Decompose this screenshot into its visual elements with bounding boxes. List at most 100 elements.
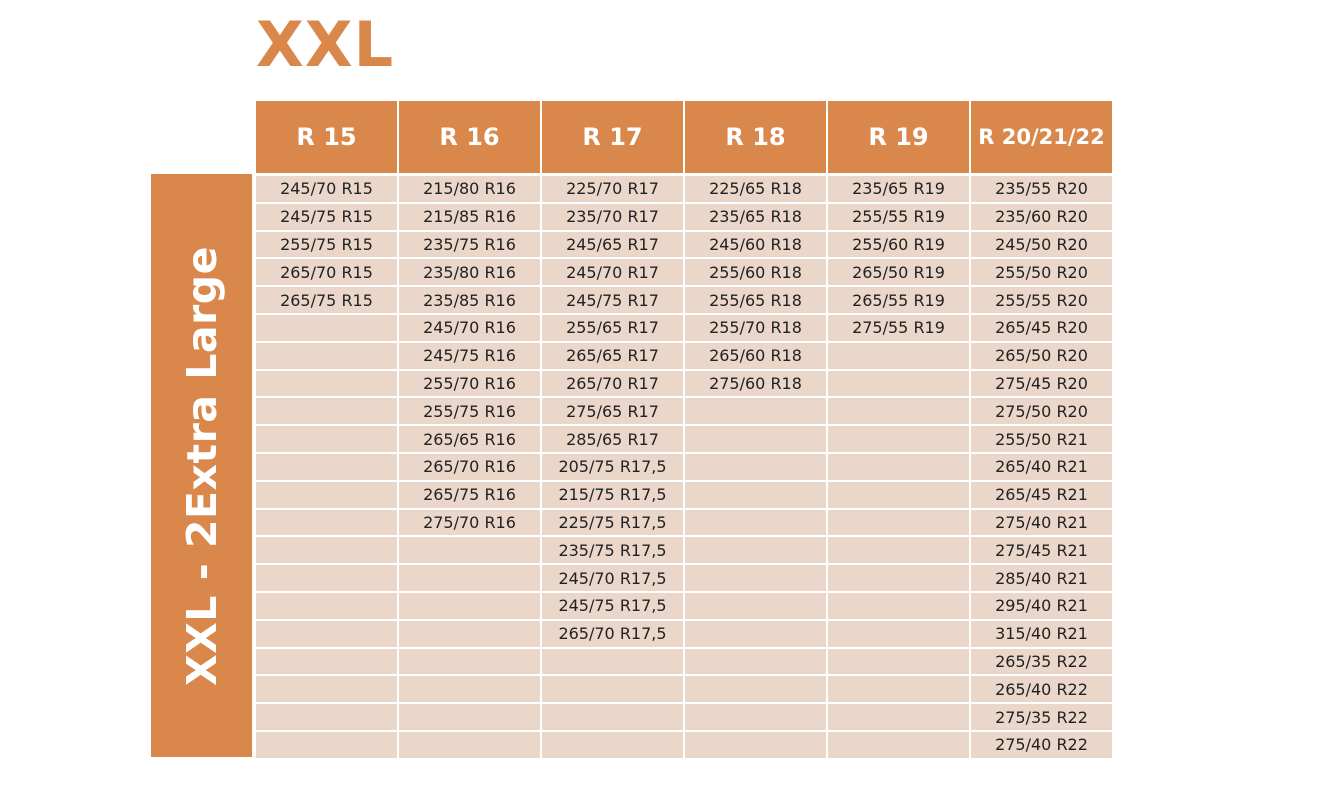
table-row: 245/70 R15 215/80 R16 225/70 R17 225/65 R18… xyxy=(254,173,1114,204)
table-cell xyxy=(254,646,399,677)
table-cell xyxy=(254,340,399,371)
table-cell: 255/60 R19 xyxy=(826,229,971,260)
table-cell: 245/75 R16 xyxy=(397,340,542,371)
table-cell: 265/50 R20 xyxy=(969,340,1114,371)
table-cell: 235/60 R20 xyxy=(969,201,1114,232)
table-cell: 235/75 R16 xyxy=(397,229,542,260)
table-cell: 265/70 R15 xyxy=(254,257,399,288)
table-cell: 265/45 R20 xyxy=(969,312,1114,343)
side-band: XXL - 2Extra Large xyxy=(151,174,252,757)
table-cell: 235/70 R17 xyxy=(540,201,685,232)
table-cell xyxy=(683,674,828,705)
header-r17: R 17 xyxy=(540,101,685,176)
table-cell: 205/75 R17,5 xyxy=(540,451,685,482)
table-cell: 265/35 R22 xyxy=(969,646,1114,677)
table-cell: 265/65 R16 xyxy=(397,424,542,454)
table-cell: 255/50 R20 xyxy=(969,257,1114,288)
table-cell: 295/40 R21 xyxy=(969,590,1114,621)
table-cell: 265/65 R17 xyxy=(540,340,685,371)
table-cell: 235/65 R19 xyxy=(826,173,971,204)
table-cell: 275/55 R19 xyxy=(826,312,971,343)
table-cell xyxy=(826,590,971,621)
table-row: 255/75 R16 275/65 R17 275/50 R20 xyxy=(254,396,1114,427)
table-cell xyxy=(826,396,971,427)
table-cell: 225/70 R17 xyxy=(540,173,685,204)
table-row: 245/75 R17,5 295/40 R21 xyxy=(254,590,1114,621)
table-row: 255/75 R15 235/75 R16 245/65 R17 245/60 R18… xyxy=(254,229,1114,260)
table-cell xyxy=(540,729,685,760)
table-cell xyxy=(683,702,828,732)
table-row: 245/70 R17,5 285/40 R21 xyxy=(254,563,1114,593)
table-cell: 255/55 R19 xyxy=(826,201,971,232)
table-cell xyxy=(254,618,399,649)
side-label: XXL - 2Extra Large xyxy=(177,245,226,686)
table-cell: 285/40 R21 xyxy=(969,563,1114,593)
table-cell xyxy=(683,535,828,566)
table-cell: 245/60 R18 xyxy=(683,229,828,260)
table-row: 265/75 R16 215/75 R17,5 265/45 R21 xyxy=(254,479,1114,510)
table-cell: 235/85 R16 xyxy=(397,285,542,315)
table-cell: 255/75 R16 xyxy=(397,396,542,427)
table-cell: 215/80 R16 xyxy=(397,173,542,204)
table-cell xyxy=(254,563,399,593)
table-cell: 255/65 R18 xyxy=(683,285,828,315)
table-cell xyxy=(826,702,971,732)
table-body: 245/70 R15 215/80 R16 225/70 R17 225/65 R18… xyxy=(254,173,1114,760)
table-cell: 275/40 R22 xyxy=(969,729,1114,760)
table-cell: 255/60 R18 xyxy=(683,257,828,288)
table-cell xyxy=(826,646,971,677)
table-cell xyxy=(254,396,399,427)
table-cell: 285/65 R17 xyxy=(540,424,685,454)
table-cell: 255/70 R18 xyxy=(683,312,828,343)
table-row: 235/75 R17,5 275/45 R21 xyxy=(254,535,1114,566)
table-cell xyxy=(254,702,399,732)
table-cell xyxy=(683,563,828,593)
table-cell: 265/70 R17 xyxy=(540,368,685,399)
table-cell xyxy=(397,535,542,566)
table-cell: 275/65 R17 xyxy=(540,396,685,427)
table-cell: 275/45 R20 xyxy=(969,368,1114,399)
table-cell xyxy=(254,674,399,705)
table-cell xyxy=(683,507,828,538)
table-row: 245/70 R16 255/65 R17 255/70 R18 275/55 R19… xyxy=(254,312,1114,343)
table-cell: 215/75 R17,5 xyxy=(540,479,685,510)
header-r18: R 18 xyxy=(683,101,828,176)
header-r15: R 15 xyxy=(254,101,399,176)
table-cell xyxy=(254,729,399,760)
table-cell xyxy=(540,702,685,732)
table-cell xyxy=(397,702,542,732)
table-row: 265/35 R22 xyxy=(254,646,1114,677)
table-cell xyxy=(683,396,828,427)
table-row: 275/35 R22 xyxy=(254,702,1114,732)
table-cell xyxy=(397,618,542,649)
table-cell: 245/50 R20 xyxy=(969,229,1114,260)
table-cell xyxy=(540,646,685,677)
table-row: 265/70 R17,5 315/40 R21 xyxy=(254,618,1114,649)
table-cell: 265/75 R16 xyxy=(397,479,542,510)
table-cell xyxy=(826,507,971,538)
table-cell: 245/70 R15 xyxy=(254,173,399,204)
table-cell: 245/75 R17 xyxy=(540,285,685,315)
table-cell: 225/75 R17,5 xyxy=(540,507,685,538)
table-cell: 245/70 R17 xyxy=(540,257,685,288)
table-cell xyxy=(826,340,971,371)
table-cell xyxy=(683,618,828,649)
table-cell: 265/60 R18 xyxy=(683,340,828,371)
table-cell: 275/35 R22 xyxy=(969,702,1114,732)
table-row: 245/75 R16 265/65 R17 265/60 R18 265/50 R20 xyxy=(254,340,1114,371)
table-cell xyxy=(826,563,971,593)
table-cell: 245/75 R15 xyxy=(254,201,399,232)
header-r20-21-22: R 20/21/22 xyxy=(969,101,1114,176)
table-cell: 255/50 R21 xyxy=(969,424,1114,454)
table-cell xyxy=(683,479,828,510)
table-cell xyxy=(254,590,399,621)
header-row: R 15 R 16 R 17 R 18 R 19 R 20/21/22 xyxy=(254,101,1114,176)
table-cell xyxy=(254,479,399,510)
table-cell: 275/40 R21 xyxy=(969,507,1114,538)
table-cell: 265/50 R19 xyxy=(826,257,971,288)
table-cell: 265/75 R15 xyxy=(254,285,399,315)
table-header: R 15 R 16 R 17 R 18 R 19 R 20/21/22 xyxy=(254,101,1114,176)
table-cell: 265/55 R19 xyxy=(826,285,971,315)
page-title: XXL xyxy=(256,8,395,81)
table-cell xyxy=(540,674,685,705)
